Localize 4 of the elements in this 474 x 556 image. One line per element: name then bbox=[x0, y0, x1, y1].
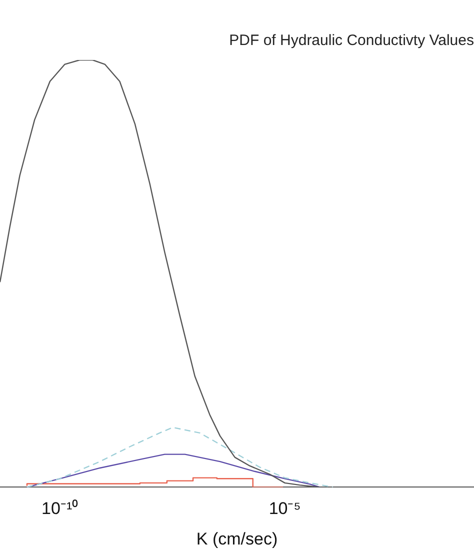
x-tick-label: 10⁻¹⁰ bbox=[42, 499, 78, 518]
x-tick-label: 10⁻⁵ bbox=[268, 499, 301, 518]
chart-title: PDF of Hydraulic Conductivty Values bbox=[229, 32, 474, 50]
x-axis-title: K (cm/sec) bbox=[196, 529, 278, 548]
